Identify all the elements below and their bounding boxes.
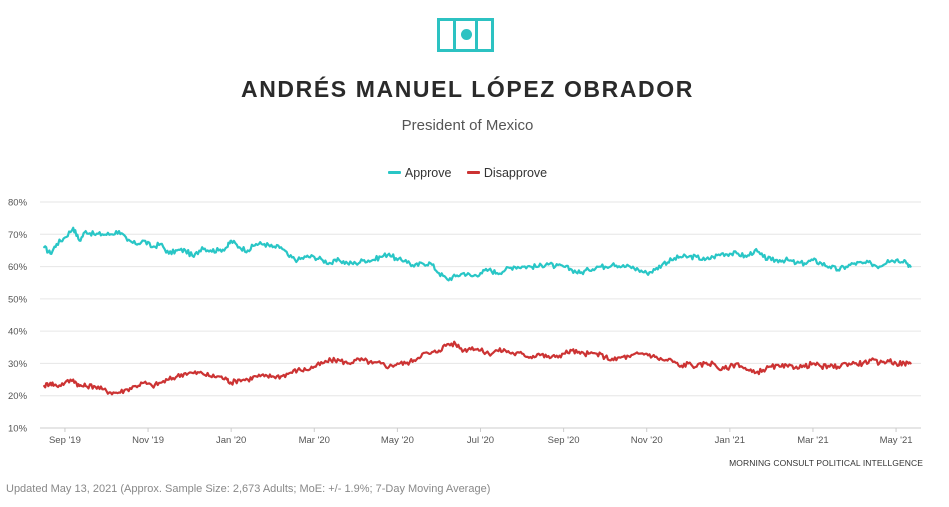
- flag-stripe-right: [475, 21, 478, 49]
- chart-legend: Approve Disapprove: [0, 163, 935, 180]
- attribution: MORNING CONSULT POLITICAL INTELLGENCE: [729, 458, 923, 468]
- approval-line-chart: 10% 20% 30% 40% 50% 60% 70% 80% Sep '19 Nov '19 Ja…: [8, 198, 921, 446]
- x-tick-label: Nov '20: [631, 435, 663, 446]
- legend-label-approve: Approve: [404, 165, 452, 180]
- footnote: Updated May 13, 2021 (Approx. Sample Siz…: [6, 483, 491, 495]
- y-tick-label: 60%: [8, 262, 28, 273]
- y-tick-label: 70%: [8, 230, 28, 241]
- y-tick-label: 10%: [8, 424, 28, 435]
- x-tick-label: Jan '21: [715, 435, 745, 446]
- x-tick-label: Jul '20: [467, 435, 494, 446]
- x-tick-label: Nov '19: [132, 435, 164, 446]
- chart-subtitle: President of Mexico: [401, 117, 534, 134]
- x-tick-label: Jan '20: [216, 435, 246, 446]
- legend-item-disapprove[interactable]: Disapprove: [466, 165, 548, 180]
- x-tick-label: Mar '20: [299, 435, 330, 446]
- legend-swatch-approve: [387, 171, 401, 174]
- x-tick-label: May '21: [880, 435, 913, 446]
- series-line-disapprove: [43, 340, 912, 396]
- legend-swatch-disapprove: [466, 171, 480, 174]
- y-tick-label: 80%: [8, 198, 28, 209]
- mexico-flag-icon: [437, 18, 494, 52]
- flag-emblem-icon: [461, 29, 472, 40]
- legend-item-approve[interactable]: Approve: [387, 165, 452, 180]
- x-tick-label: Sep '20: [548, 435, 580, 446]
- y-tick-label: 20%: [8, 391, 28, 402]
- flag-stripe-left: [453, 21, 456, 49]
- x-tick-label: Mar '21: [797, 435, 828, 446]
- series-line-approve: [43, 226, 912, 282]
- chart-title: ANDRÉS MANUEL LÓPEZ OBRADOR: [241, 76, 694, 102]
- x-tick-label: Sep '19: [49, 435, 81, 446]
- y-tick-label: 30%: [8, 359, 28, 370]
- x-tick-label: May '20: [381, 435, 414, 446]
- y-tick-label: 40%: [8, 327, 28, 338]
- y-tick-label: 50%: [8, 294, 28, 305]
- legend-label-disapprove: Disapprove: [483, 165, 548, 180]
